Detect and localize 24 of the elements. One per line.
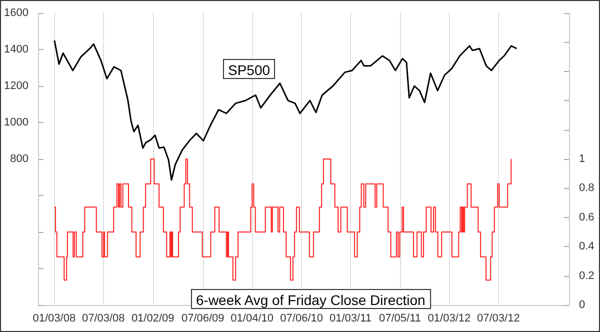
y2-tick-label: 0.6: [579, 211, 594, 224]
x-tick-label: 01/04/10: [230, 312, 274, 324]
x-tick-label: 01/02/09: [131, 312, 174, 324]
series-label: 6-week Avg of Friday Close Direction: [196, 292, 426, 308]
x-tick-label: 07/03/08: [82, 312, 125, 324]
y-tick-label: 800: [10, 153, 28, 165]
x-tick-label: 07/06/10: [280, 312, 323, 324]
x-tick-label: 01/03/11: [330, 312, 372, 324]
x-tick-label: 07/06/09: [181, 312, 224, 324]
x-tick-label: 07/05/11: [378, 312, 422, 324]
y-tick-label: 1000: [4, 116, 28, 128]
y-tick-label: 1600: [4, 7, 28, 19]
y2-tick-label: 0: [579, 299, 586, 311]
y2-tick-label: 1: [579, 153, 586, 165]
series-label: SP500: [228, 62, 270, 78]
y-tick-label: 1400: [4, 44, 28, 56]
line-series: [54, 40, 518, 181]
y2-tick-label: 0.8: [579, 182, 594, 194]
x-tick-label: 01/03/08: [32, 312, 76, 324]
x-tick-label: 01/03/12: [428, 312, 471, 324]
y2-tick-label: 0.2: [579, 270, 594, 282]
y-tick-label: 1200: [4, 80, 28, 92]
y2-tick-label: 0.4: [579, 240, 594, 253]
x-tick-label: 07/03/12: [477, 312, 520, 324]
